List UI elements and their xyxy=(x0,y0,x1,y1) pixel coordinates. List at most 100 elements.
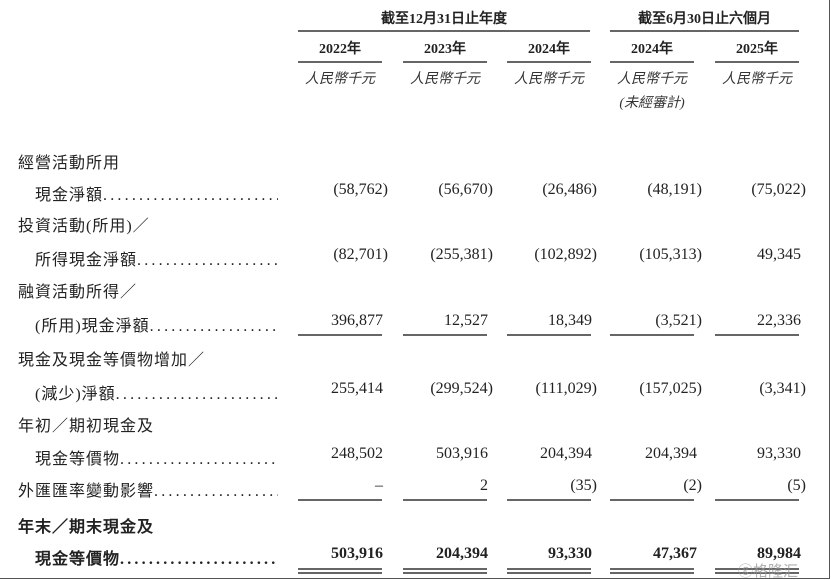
row-value: 255,414 xyxy=(331,380,383,397)
row-value: 204,394 xyxy=(436,545,488,562)
row-value: (5) xyxy=(787,477,806,494)
double-underline-top xyxy=(715,568,799,570)
double-underline-top xyxy=(507,568,591,570)
double-underline-bottom xyxy=(610,572,694,574)
row-label: 所得現金淨額 xyxy=(35,252,138,269)
column-unit: 人民幣千元 xyxy=(305,72,375,87)
row-label: 現金淨額 xyxy=(35,187,104,204)
column-unit: 人民幣千元 xyxy=(617,72,687,87)
row-value: (82,701) xyxy=(333,246,388,263)
row-label: 現金等價物 xyxy=(35,451,121,468)
column-year: 2024年 xyxy=(631,42,673,57)
row-value: 49,345 xyxy=(757,246,801,263)
row-label: 融資活動所得／ xyxy=(18,284,138,301)
row-label-line: (所用)現金淨額 ...............................… xyxy=(35,312,278,336)
column-unit: 人民幣千元 xyxy=(722,72,792,87)
dot-leader: ........................................ xyxy=(154,483,278,500)
row-label-line: 所得現金淨額 .................................… xyxy=(35,246,278,270)
row-value: (58,762) xyxy=(333,181,388,198)
underline xyxy=(507,334,591,336)
underline xyxy=(507,499,591,501)
column-year: 2025年 xyxy=(736,42,778,57)
row-label: 年初／期初現金及 xyxy=(18,418,155,435)
row-value: 93,330 xyxy=(548,545,592,562)
double-underline-top xyxy=(610,568,694,570)
row-value: (157,025) xyxy=(639,380,702,397)
watermark-logo: ⓖ格隆汇 xyxy=(738,562,799,580)
row-label-line: 現金淨額 ...................................… xyxy=(35,181,278,205)
row-value: 89,984 xyxy=(757,545,801,562)
column-rule xyxy=(403,61,487,63)
dot-leader: ........................................ xyxy=(120,551,278,568)
row-value: (56,670) xyxy=(438,181,493,198)
group-header-annual: 截至12月31日止年度 xyxy=(381,12,507,27)
row-value: 503,916 xyxy=(436,445,488,462)
double-underline-bottom xyxy=(507,572,591,574)
row-value: (26,486) xyxy=(542,181,597,198)
row-value: (102,892) xyxy=(534,246,597,263)
column-rule xyxy=(298,61,382,63)
double-underline-bottom xyxy=(403,572,487,574)
underline xyxy=(403,499,487,501)
group-rule-interim xyxy=(610,30,799,32)
row-value: 204,394 xyxy=(645,445,697,462)
double-underline-bottom xyxy=(715,572,799,574)
underline xyxy=(298,499,382,501)
dot-leader: ........................................ xyxy=(120,451,278,468)
row-label: 年末／期末現金及 xyxy=(18,519,155,536)
row-value: (35) xyxy=(570,477,597,494)
row-label-line: 外匯匯率變動影響 ...............................… xyxy=(18,477,278,501)
double-underline-bottom xyxy=(298,572,382,574)
group-rule-annual xyxy=(298,30,590,32)
row-label: 投資活動(所用)／ xyxy=(18,218,150,235)
row-label-line: (減少)淨額 .................................… xyxy=(35,380,278,404)
row-value: 47,367 xyxy=(653,545,697,562)
column-unit: 人民幣千元 xyxy=(410,72,480,87)
row-value: 204,394 xyxy=(540,445,592,462)
row-value: (111,029) xyxy=(535,380,597,397)
row-value: 18,349 xyxy=(548,312,592,329)
row-label-line: 現金等價物 ..................................… xyxy=(35,445,278,469)
row-value: (299,524) xyxy=(430,380,493,397)
row-value: – xyxy=(375,477,383,494)
row-label: (所用)現金淨額 xyxy=(35,318,150,335)
row-value: (105,313) xyxy=(639,246,702,263)
row-value: 2 xyxy=(480,477,488,494)
row-value: 22,336 xyxy=(757,312,801,329)
underline xyxy=(298,334,382,336)
row-value: (3,341) xyxy=(759,380,806,397)
row-value: (2) xyxy=(683,477,702,494)
row-label-line: 現金等價物 ..................................… xyxy=(35,545,278,569)
group-header-interim: 截至6月30日止六個月 xyxy=(638,12,771,27)
dot-leader: ........................................ xyxy=(137,252,278,269)
row-label: 現金等價物 xyxy=(35,551,121,568)
double-underline-top xyxy=(298,568,382,570)
row-value: (3,521) xyxy=(655,312,702,329)
column-rule xyxy=(715,61,799,63)
row-value: 396,877 xyxy=(331,312,383,329)
double-underline-top xyxy=(403,568,487,570)
row-label: 現金及現金等價物增加／ xyxy=(18,352,206,369)
column-year: 2022年 xyxy=(319,42,361,57)
underline xyxy=(403,334,487,336)
row-value: 503,916 xyxy=(331,545,383,562)
underline xyxy=(610,499,694,501)
row-label: (減少)淨額 xyxy=(35,386,116,403)
dot-leader: ........................................ xyxy=(103,187,278,204)
column-unit: 人民幣千元 xyxy=(514,72,584,87)
column-rule xyxy=(610,61,694,63)
column-note: (未經審計) xyxy=(619,96,685,111)
column-year: 2023年 xyxy=(424,42,466,57)
row-value: (75,022) xyxy=(751,181,806,198)
row-label: 經營活動所用 xyxy=(18,155,121,172)
column-rule xyxy=(507,61,591,63)
dot-leader: ........................................ xyxy=(149,318,278,335)
dot-leader: ........................................ xyxy=(115,386,278,403)
row-value: (255,381) xyxy=(430,246,493,263)
column-year: 2024年 xyxy=(528,42,570,57)
row-value: 93,330 xyxy=(757,445,801,462)
underline xyxy=(715,334,799,336)
row-value: 12,527 xyxy=(444,312,488,329)
underline xyxy=(610,334,694,336)
